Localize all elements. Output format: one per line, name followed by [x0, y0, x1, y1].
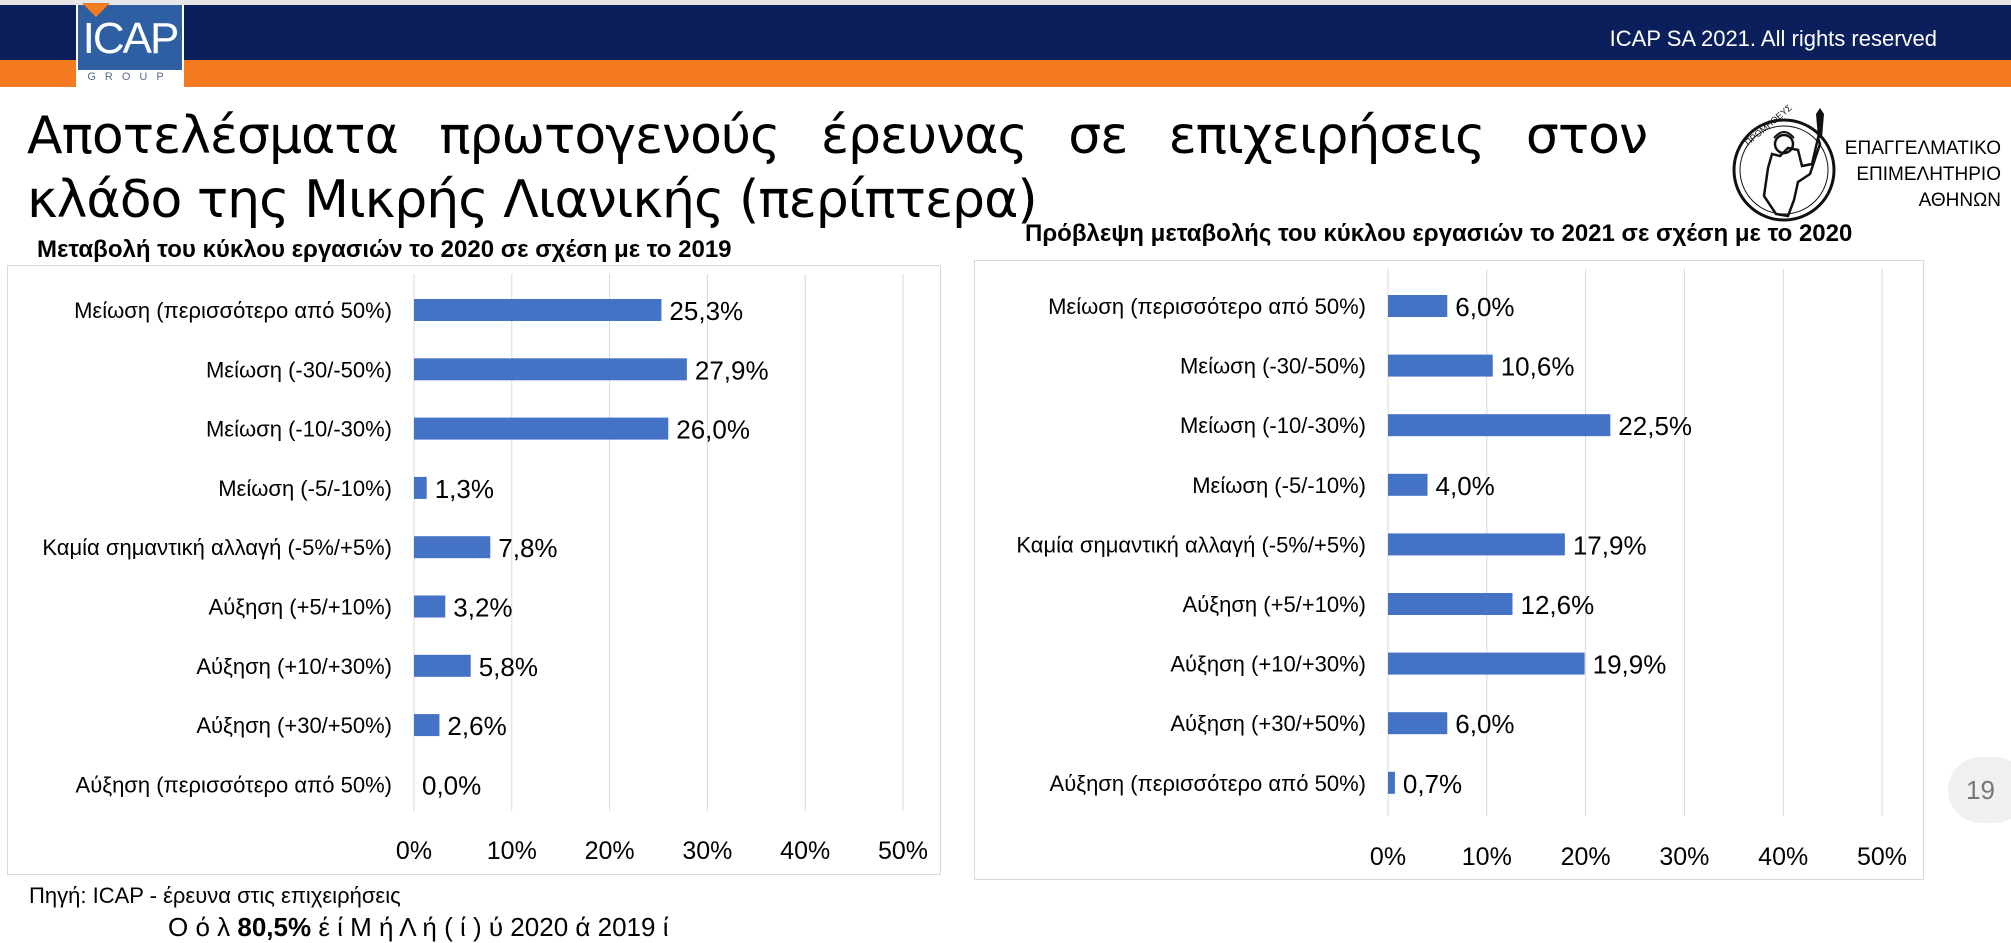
bar	[414, 476, 427, 499]
value-label: 6,0%	[1455, 709, 1514, 739]
x-tick-label: 40%	[1758, 843, 1808, 871]
chart-2: 0% 10% 20% 30% 40% 50% Μείωση (περισσότερο από…	[1016, 269, 1907, 871]
bar	[1388, 354, 1493, 377]
chart-2-panel: 0% 10% 20% 30% 40% 50% Μείωση (περισσότερο από…	[974, 260, 1924, 880]
category-label: Αύξηση (+30/+50%)	[1170, 711, 1366, 736]
bottom-text-post: έ ί Μ ή Λ ή ( ί ) ύ 2020 ά 2019 ί	[311, 912, 669, 942]
value-label: 10,6%	[1501, 352, 1575, 382]
value-label: 12,6%	[1520, 590, 1594, 620]
category-label: Καμία σημαντική αλλαγή (-5%/+5%)	[1016, 532, 1366, 557]
value-label: 19,9%	[1593, 650, 1667, 680]
bottom-text-bold: 80,5%	[237, 912, 312, 942]
bar	[1388, 593, 1513, 615]
bar	[414, 714, 440, 737]
x-tick-label: 30%	[682, 837, 732, 865]
bar	[1388, 712, 1448, 735]
bar	[414, 595, 446, 618]
category-label: Μείωση (-5/-10%)	[1192, 473, 1366, 498]
category-label: Αύξηση (+10/+30%)	[1170, 652, 1366, 677]
chart-1: 0% 10% 20% 30% 40% 50% Μείωση (περισσότερο από…	[42, 274, 928, 865]
value-label: 25,3%	[669, 296, 743, 326]
x-tick-label: 0%	[1370, 843, 1406, 871]
bar	[1388, 771, 1395, 794]
chart-2-title: Πρόβλεψη μεταβολής του κύκλου εργασιών τ…	[1025, 220, 1853, 247]
icap-logo-text: ICAP	[78, 5, 182, 70]
value-label: 27,9%	[695, 355, 769, 385]
x-tick-label: 10%	[487, 837, 537, 865]
bottom-text: Ο ό λ 80,5% έ ί Μ ή Λ ή ( ί ) ύ 2020 ά 2…	[168, 912, 668, 943]
value-label: 5,8%	[479, 652, 538, 682]
source-note: Πηγή: ICAP - έρευνα στις επιχειρήσεις	[29, 883, 401, 908]
category-label: Μείωση (-5/-10%)	[218, 476, 392, 501]
chamber-line-1: ΕΠΑΓΓΕΛΜΑΤΙΚΟ	[1844, 138, 2001, 159]
category-label: Αύξηση (+5/+10%)	[1183, 592, 1366, 617]
bar	[1388, 295, 1448, 317]
x-tick-label: 20%	[585, 837, 635, 865]
x-tick-label: 50%	[1857, 843, 1907, 871]
x-tick-label: 10%	[1462, 843, 1512, 871]
value-label: 22,5%	[1618, 411, 1692, 441]
bar	[414, 417, 669, 440]
chart-1-panel: 0% 10% 20% 30% 40% 50% Μείωση (περισσότερο από…	[7, 265, 941, 875]
bar	[1388, 652, 1585, 675]
chart-1-title: Μεταβολή του κύκλου εργασιών το 2020 σε …	[37, 236, 732, 263]
copyright-text: ICAP SA 2021. All rights reserved	[1609, 26, 1937, 51]
category-label: Μείωση (-10/-30%)	[1180, 413, 1366, 438]
bar	[1388, 533, 1565, 556]
value-label: 2,6%	[447, 711, 506, 741]
x-tick-label: 30%	[1659, 843, 1709, 871]
value-label: 4,0%	[1436, 471, 1495, 501]
chamber-line-2: ΕΠΙΜΕΛΗΤΗΡΙΟ	[1856, 164, 2001, 185]
bar	[414, 654, 471, 677]
header-orange-bar	[0, 60, 2011, 87]
bar	[1388, 414, 1611, 437]
prometheus-emblem-icon: ΠΡΟΜΗΘΕΥΣ	[1732, 104, 1836, 222]
icap-logo-subtext: GROUP	[87, 71, 173, 83]
x-tick-label: 20%	[1561, 843, 1611, 871]
category-label: Μείωση (περισσότερο από 50%)	[1048, 294, 1366, 319]
page-number: 19	[1948, 757, 2011, 823]
x-tick-label: 50%	[878, 837, 928, 865]
value-label: 0,7%	[1403, 769, 1462, 799]
value-label: 26,0%	[676, 415, 750, 445]
category-label: Αύξηση (+10/+30%)	[196, 654, 392, 679]
bar	[414, 358, 687, 381]
bar	[414, 299, 662, 321]
x-tick-label: 0%	[396, 837, 432, 865]
category-label: Αύξηση (+5/+10%)	[209, 595, 392, 620]
page-title: Αποτελέσματα πρωτογενούς έρευνας σε επιχ…	[27, 106, 1648, 230]
x-tick-label: 40%	[780, 837, 830, 865]
value-label: 3,2%	[453, 593, 512, 623]
category-label: Μείωση (-30/-50%)	[1180, 354, 1366, 379]
value-label: 6,0%	[1455, 292, 1514, 322]
value-label: 0,0%	[422, 770, 481, 800]
top-strip	[0, 0, 2011, 5]
category-label: Αύξηση (περισσότερο από 50%)	[76, 772, 392, 797]
icap-logo: ICAP GROUP	[76, 3, 184, 87]
bar	[1388, 473, 1428, 496]
chamber-line-3: ΑΘΗΝΩΝ	[1918, 190, 2001, 211]
value-label: 7,8%	[498, 533, 557, 563]
category-label: Μείωση (περισσότερο από 50%)	[74, 298, 392, 323]
category-label: Μείωση (-30/-50%)	[206, 357, 392, 382]
logo-roof-icon	[82, 3, 110, 17]
bar	[414, 536, 491, 559]
value-label: 17,9%	[1573, 530, 1647, 560]
category-label: Μείωση (-10/-30%)	[206, 417, 392, 442]
category-label: Αύξηση (+30/+50%)	[196, 713, 392, 738]
value-label: 1,3%	[435, 474, 494, 504]
category-label: Αύξηση (περισσότερο από 50%)	[1050, 771, 1366, 796]
chamber-name: ΕΠΑΓΓΕΛΜΑΤΙΚΟ ΕΠΙΜΕΛΗΤΗΡΙΟ ΑΘΗΝΩΝ	[1836, 136, 2001, 214]
category-label: Καμία σημαντική αλλαγή (-5%/+5%)	[42, 535, 392, 560]
bottom-text-pre: Ο ό λ	[168, 912, 238, 942]
header-bar	[0, 5, 2011, 60]
